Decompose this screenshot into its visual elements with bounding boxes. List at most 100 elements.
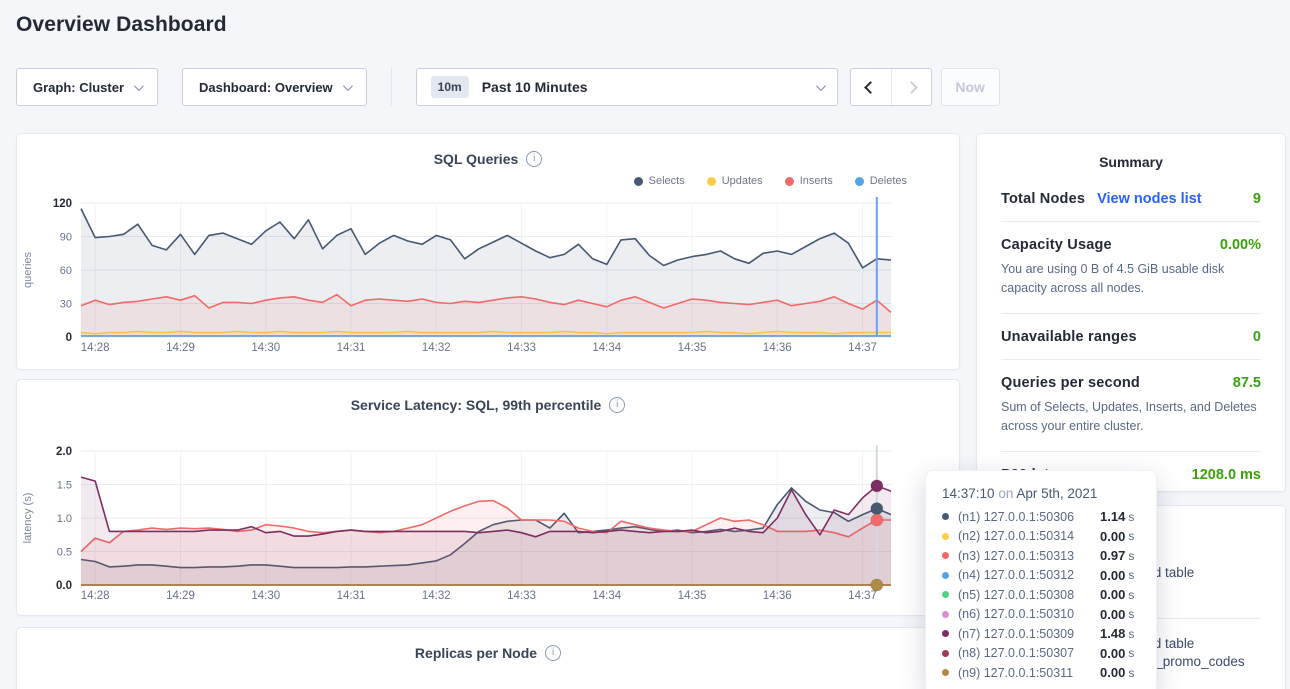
series-dot-icon bbox=[942, 552, 949, 559]
legend-item[interactable]: Inserts bbox=[785, 171, 833, 191]
svg-text:14:33: 14:33 bbox=[507, 590, 536, 602]
unavailable-ranges-label: Unavailable ranges bbox=[1001, 329, 1137, 345]
svg-text:1.0: 1.0 bbox=[57, 513, 72, 525]
tooltip-node-label: (n7) 127.0.0.1:50309 bbox=[958, 627, 1100, 641]
time-range-badge: 10m bbox=[431, 76, 469, 98]
svg-text:14:35: 14:35 bbox=[678, 590, 707, 602]
tooltip-node-unit: s bbox=[1128, 568, 1134, 582]
sql-queries-chart[interactable]: 030609012014:2814:2914:3014:3114:3214:33… bbox=[17, 191, 961, 355]
chevron-down-icon bbox=[343, 81, 353, 91]
series-dot-icon bbox=[942, 533, 949, 540]
tooltip-date: Apr 5th, 2021 bbox=[1016, 486, 1097, 501]
svg-text:60: 60 bbox=[60, 265, 72, 277]
time-range-selector[interactable]: 10m Past 10 Minutes bbox=[416, 68, 838, 106]
replicas-per-node-title: Replicas per Node bbox=[415, 645, 537, 661]
svg-text:1.5: 1.5 bbox=[57, 480, 72, 492]
now-button[interactable]: Now bbox=[941, 68, 1000, 106]
chevron-right-icon bbox=[905, 81, 918, 94]
svg-text:30: 30 bbox=[60, 299, 72, 311]
tooltip-row: (n9) 127.0.0.1:503110.00s bbox=[942, 665, 1140, 680]
info-icon[interactable]: i bbox=[545, 645, 561, 661]
toolbar: Graph: Cluster Dashboard: Overview 10m P… bbox=[16, 68, 1000, 106]
svg-text:14:31: 14:31 bbox=[337, 342, 366, 354]
summary-row-unavailable: Unavailable ranges 0 bbox=[1001, 314, 1261, 360]
tooltip-node-unit: s bbox=[1128, 607, 1134, 621]
svg-text:14:35: 14:35 bbox=[678, 342, 707, 354]
svg-text:120: 120 bbox=[53, 198, 72, 210]
series-dot-icon bbox=[942, 669, 949, 676]
series-dot-icon bbox=[942, 513, 949, 520]
tooltip-node-label: (n6) 127.0.0.1:50310 bbox=[958, 607, 1100, 621]
tooltip-node-label: (n3) 127.0.0.1:50313 bbox=[958, 549, 1100, 563]
svg-text:2.0: 2.0 bbox=[56, 446, 72, 458]
legend-item[interactable]: Selects bbox=[634, 171, 685, 191]
legend-item[interactable]: Updates bbox=[707, 171, 763, 191]
next-range-button[interactable] bbox=[891, 69, 931, 105]
info-icon[interactable]: i bbox=[609, 397, 625, 413]
svg-text:14:30: 14:30 bbox=[251, 590, 280, 602]
tooltip-node-value: 0.00 bbox=[1100, 646, 1125, 661]
legend-label: Selects bbox=[649, 175, 685, 187]
tooltip-node-value: 0.00 bbox=[1100, 665, 1125, 680]
legend-dot-icon bbox=[634, 177, 643, 186]
capacity-usage-desc: You are using 0 B of 4.5 GiB usable disk… bbox=[1001, 260, 1261, 299]
tooltip-row: (n8) 127.0.0.1:503070.00s bbox=[942, 646, 1140, 661]
chevron-left-icon bbox=[864, 81, 877, 94]
dashboard-dropdown-label: Dashboard: Overview bbox=[199, 80, 333, 95]
chevron-down-icon bbox=[134, 81, 144, 91]
time-range-label: Past 10 Minutes bbox=[482, 79, 588, 95]
dashboard-dropdown[interactable]: Dashboard: Overview bbox=[182, 68, 367, 106]
chevron-down-icon bbox=[816, 81, 826, 91]
legend-label: Deletes bbox=[870, 175, 907, 187]
qps-desc: Sum of Selects, Updates, Inserts, and De… bbox=[1001, 398, 1261, 437]
series-dot-icon bbox=[942, 591, 949, 598]
total-nodes-label: Total Nodes bbox=[1001, 191, 1085, 207]
tooltip-row: (n5) 127.0.0.1:503080.00s bbox=[942, 587, 1140, 602]
svg-text:0: 0 bbox=[66, 332, 72, 344]
tooltip-node-value: 0.00 bbox=[1100, 587, 1125, 602]
tooltip-node-unit: s bbox=[1128, 627, 1134, 641]
tooltip-row: (n3) 127.0.0.1:503130.97s bbox=[942, 548, 1140, 563]
tooltip-node-value: 0.97 bbox=[1100, 548, 1125, 563]
svg-text:14:37: 14:37 bbox=[848, 590, 877, 602]
qps-value: 87.5 bbox=[1233, 375, 1261, 391]
tooltip-node-unit: s bbox=[1128, 549, 1134, 563]
tooltip-node-value: 1.48 bbox=[1100, 626, 1125, 641]
svg-text:14:36: 14:36 bbox=[763, 590, 792, 602]
graph-dropdown-label: Graph: Cluster bbox=[33, 80, 124, 95]
view-nodes-list-link[interactable]: View nodes list bbox=[1097, 191, 1202, 207]
service-latency-panel: Service Latency: SQL, 99th percentile i … bbox=[16, 379, 960, 616]
tooltip-node-label: (n9) 127.0.0.1:50311 bbox=[958, 666, 1100, 680]
tooltip-rows: (n1) 127.0.0.1:503061.14 s (n2) 127.0.0.1:… bbox=[942, 509, 1140, 680]
svg-text:0.5: 0.5 bbox=[57, 547, 72, 559]
summary-panel: Summary Total Nodes View nodes list 9 Ca… bbox=[976, 133, 1286, 492]
legend-dot-icon bbox=[785, 177, 794, 186]
svg-text:14:30: 14:30 bbox=[251, 342, 280, 354]
series-dot-icon bbox=[942, 630, 949, 637]
tooltip-node-unit: s bbox=[1128, 666, 1134, 680]
graph-dropdown[interactable]: Graph: Cluster bbox=[16, 68, 158, 106]
p99-latency-value: 1208.0 ms bbox=[1192, 467, 1261, 483]
info-icon[interactable]: i bbox=[526, 151, 542, 167]
sql-queries-panel: SQL Queries i Selects Updates Inserts Delet… bbox=[16, 133, 960, 370]
sql-queries-title: SQL Queries bbox=[434, 151, 519, 167]
legend-item[interactable]: Deletes bbox=[855, 171, 907, 191]
summary-row-capacity: Capacity Usage 0.00% You are using 0 B o… bbox=[1001, 222, 1261, 314]
svg-text:14:29: 14:29 bbox=[166, 342, 195, 354]
service-latency-chart[interactable]: 0.00.51.01.52.014:2814:2914:3014:3114:32… bbox=[17, 439, 961, 603]
tooltip-node-label: (n1) 127.0.0.1:50306 bbox=[958, 510, 1100, 524]
service-latency-title: Service Latency: SQL, 99th percentile bbox=[351, 397, 602, 413]
tooltip-conj: on bbox=[995, 486, 1017, 501]
svg-text:14:28: 14:28 bbox=[81, 590, 110, 602]
chart-legend: Selects Updates Inserts Deletes bbox=[17, 171, 959, 191]
svg-text:14:32: 14:32 bbox=[422, 342, 451, 354]
prev-range-button[interactable] bbox=[851, 69, 891, 105]
tooltip-node-label: (n5) 127.0.0.1:50308 bbox=[958, 588, 1100, 602]
svg-text:14:37: 14:37 bbox=[848, 342, 877, 354]
replicas-per-node-panel: Replicas per Node i bbox=[16, 627, 960, 689]
tooltip-node-label: (n2) 127.0.0.1:50314 bbox=[958, 529, 1100, 543]
tooltip-node-value: 1.14 bbox=[1100, 509, 1125, 524]
qps-label: Queries per second bbox=[1001, 375, 1140, 391]
tooltip-row: (n2) 127.0.0.1:503140.00s bbox=[942, 529, 1140, 544]
tooltip-node-label: (n8) 127.0.0.1:50307 bbox=[958, 646, 1100, 660]
